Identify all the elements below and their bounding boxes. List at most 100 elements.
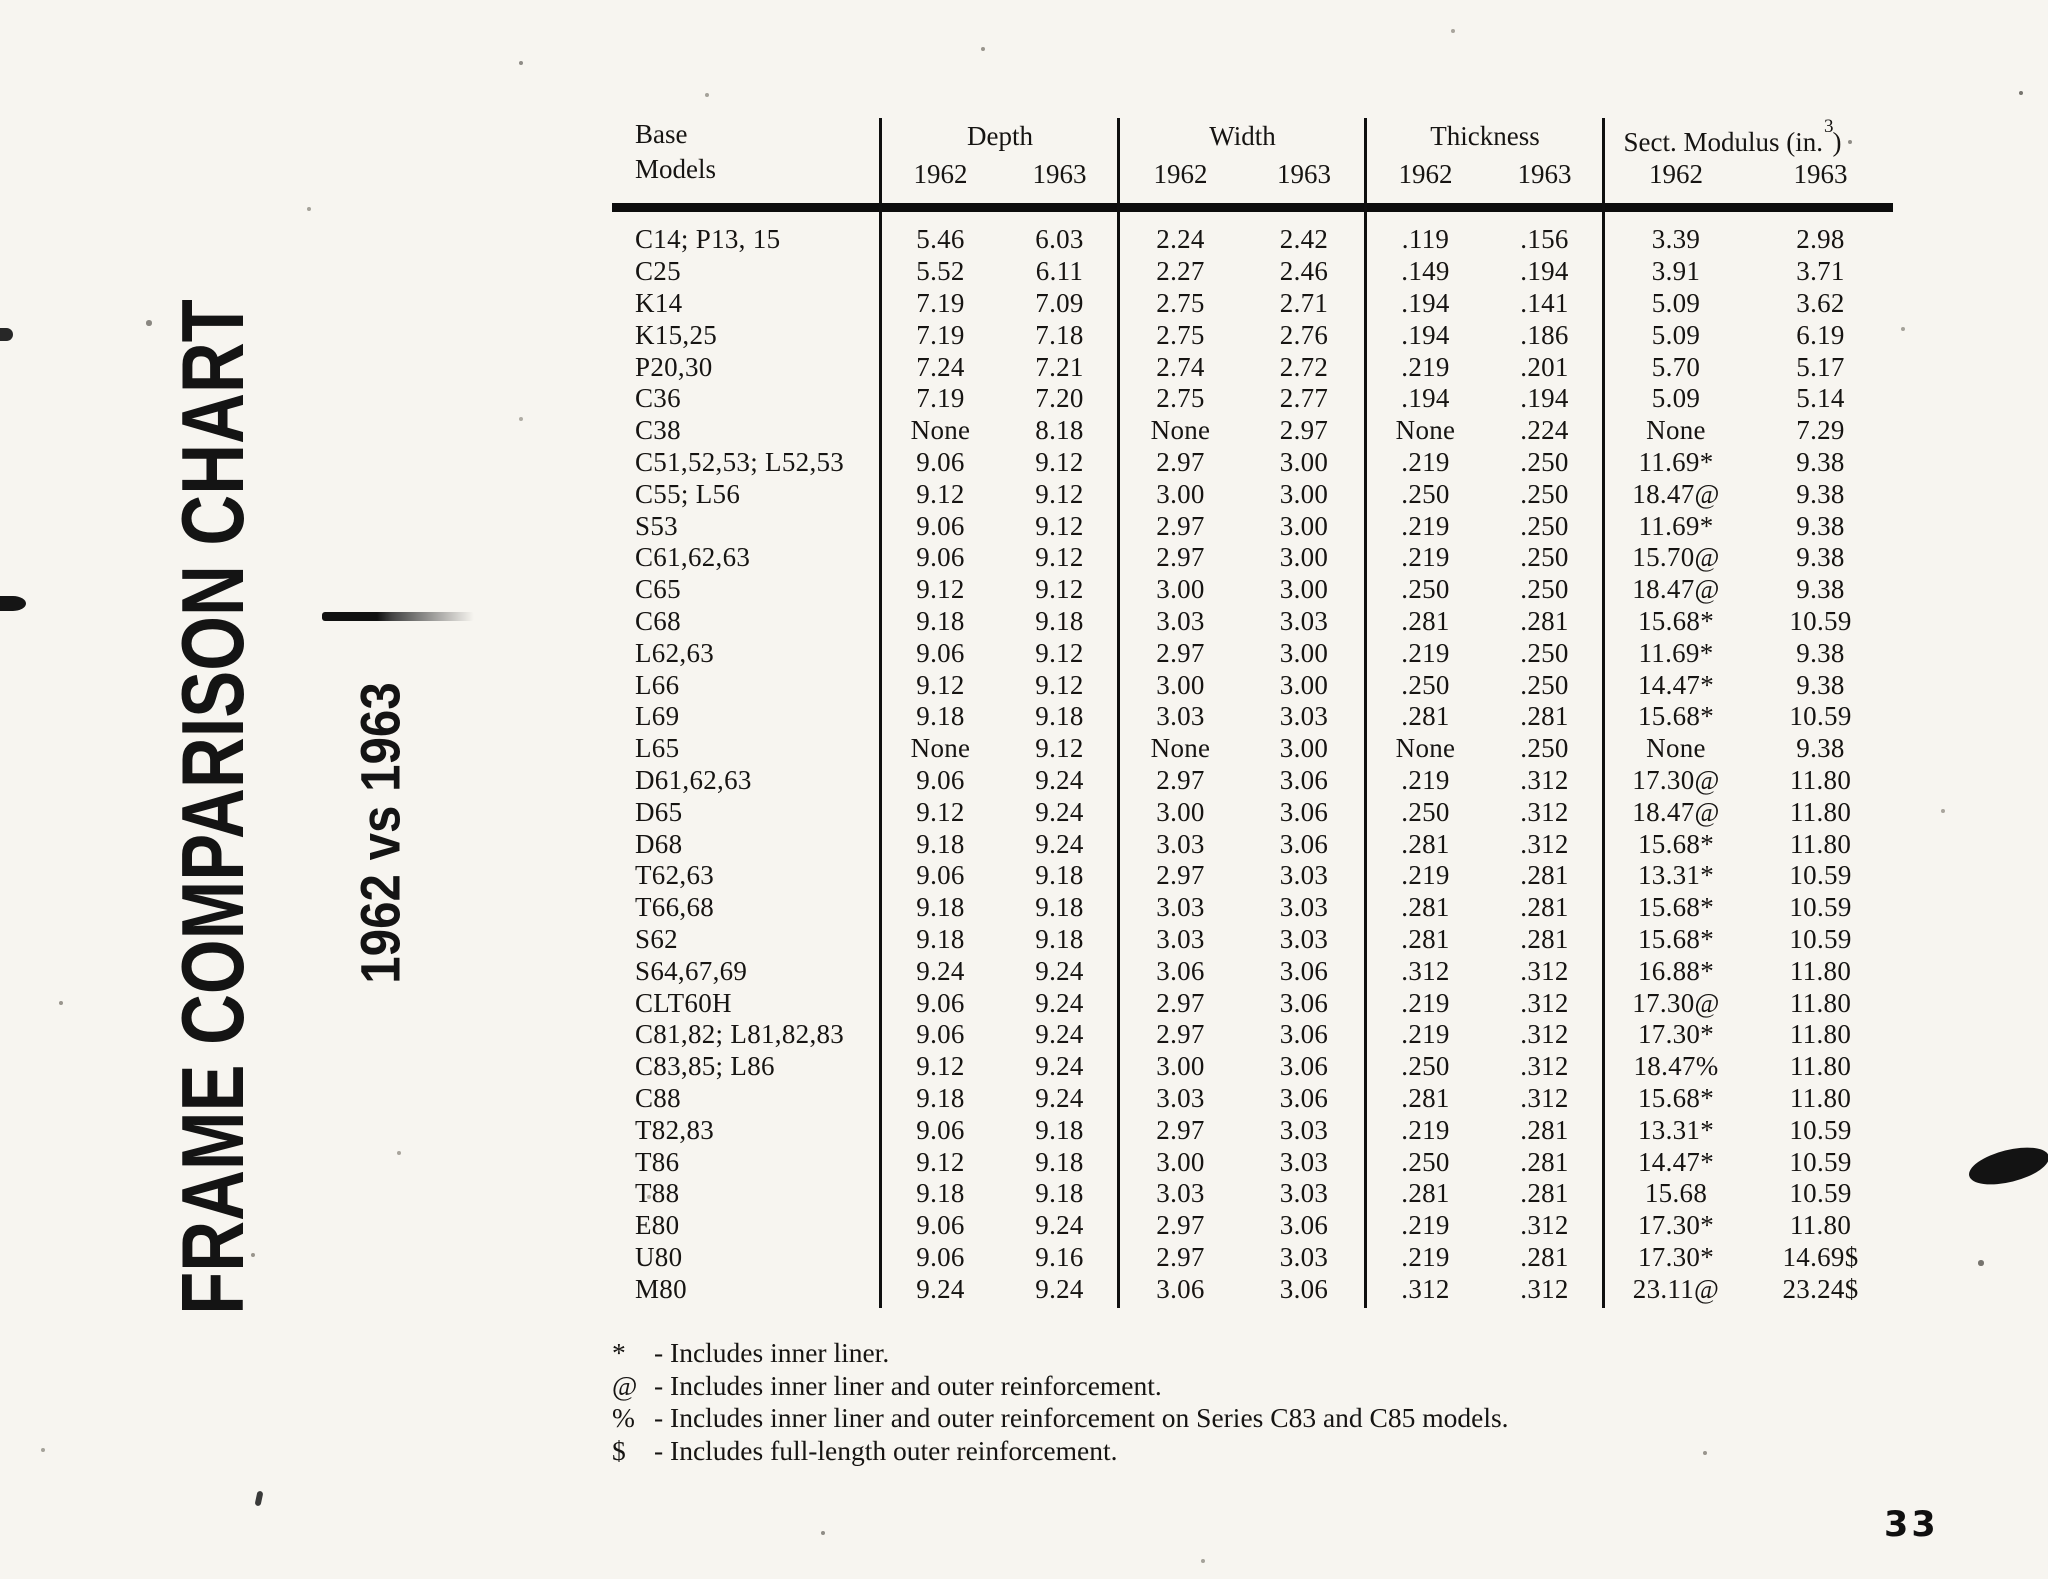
value-cell: .194 <box>1401 287 1450 318</box>
model-cell: K14 <box>635 287 683 318</box>
value-cell: 3.06 <box>1279 1082 1329 1113</box>
model-cell: C68 <box>635 605 681 636</box>
value-cell: .250 <box>1401 478 1450 509</box>
table-row: S53 9.06 9.12 2.97 3.00 .219 .250 11.69* 9.38 <box>612 510 1893 542</box>
value-cell: None <box>910 415 971 446</box>
value-cell: .250 <box>1520 542 1569 573</box>
value-cell: 3.03 <box>1279 701 1329 732</box>
footnote-symbol: $ <box>612 1434 626 1466</box>
model-cell: C25 <box>635 256 681 287</box>
value-cell: 9.12 <box>916 478 965 509</box>
value-cell: 9.06 <box>916 542 965 573</box>
value-cell: 3.03 <box>1156 923 1205 954</box>
year-header: 1963 <box>1517 159 1572 189</box>
value-cell: 5.09 <box>1651 383 1701 414</box>
table-row: D65 9.12 9.24 3.00 3.06 .250 .312 18.47@ 11.80 <box>612 796 1893 828</box>
table-row: C88 9.18 9.24 3.03 3.06 .281 .312 15.68* 11.80 <box>612 1083 1893 1115</box>
value-cell: 9.06 <box>916 637 965 668</box>
value-cell: 3.03 <box>1279 923 1329 954</box>
value-cell: 3.39 <box>1651 224 1701 255</box>
value-cell: 6.03 <box>1035 224 1084 255</box>
value-cell: 18.47@ <box>1632 574 1720 605</box>
model-cell: C83,85; L86 <box>635 1051 775 1082</box>
value-cell: 9.38 <box>1796 510 1845 541</box>
value-cell: 11.80 <box>1789 764 1852 795</box>
model-cell: L62,63 <box>635 637 715 668</box>
value-cell: 7.20 <box>1035 383 1084 414</box>
value-cell: 14.47* <box>1637 1146 1715 1177</box>
value-cell: 9.12 <box>1035 446 1084 477</box>
value-cell: 3.00 <box>1156 796 1205 827</box>
value-cell: 17.30@ <box>1632 987 1720 1018</box>
value-cell: 7.19 <box>916 319 965 350</box>
value-cell: 9.12 <box>916 1051 965 1082</box>
table-row: C55; L56 9.12 9.12 3.00 3.00 .250 .250 18.47@ 9.… <box>612 478 1893 510</box>
value-cell: .281 <box>1401 1178 1450 1209</box>
model-cell: C36 <box>635 383 681 414</box>
value-cell: 16.88* <box>1637 955 1715 986</box>
value-cell: 3.06 <box>1279 1273 1329 1304</box>
value-cell: 9.12 <box>1035 669 1084 700</box>
value-cell: 3.06 <box>1279 1051 1329 1082</box>
value-cell: 9.12 <box>1035 733 1084 764</box>
value-cell: .312 <box>1520 764 1569 795</box>
value-cell: 9.18 <box>916 828 965 859</box>
value-cell: 9.24 <box>1035 1082 1084 1113</box>
value-cell: 3.03 <box>1156 892 1205 923</box>
footnote: @ - Includes inner liner and outer reinfo… <box>612 1370 1792 1403</box>
value-cell: 15.68* <box>1637 605 1715 636</box>
value-cell: 7.09 <box>1035 287 1084 318</box>
value-cell: 3.06 <box>1279 796 1329 827</box>
value-cell: 3.00 <box>1156 669 1205 700</box>
footnote-symbol: * <box>612 1337 626 1368</box>
value-cell: .250 <box>1401 669 1450 700</box>
value-cell: 2.74 <box>1156 351 1205 382</box>
scan-artifact-mark <box>254 1490 264 1507</box>
value-cell: 11.69* <box>1638 510 1714 541</box>
value-cell: 11.80 <box>1789 1051 1852 1082</box>
footnotes: * - Includes inner liner. @ - Includes inne… <box>612 1337 1792 1467</box>
value-cell: .250 <box>1520 446 1569 477</box>
table-row: C51,52,53; L52,53 9.06 9.12 2.97 3.00 .219 .25… <box>612 447 1893 479</box>
value-cell: 7.18 <box>1035 319 1084 350</box>
value-cell: 10.59 <box>1789 892 1852 923</box>
table-row: D61,62,63 9.06 9.24 2.97 3.06 .219 .312 17.30@ 1… <box>612 765 1893 797</box>
value-cell: 5.17 <box>1796 351 1845 382</box>
value-cell: 23.11@ <box>1632 1273 1720 1304</box>
value-cell: 2.77 <box>1279 383 1329 414</box>
model-cell: U80 <box>635 1241 683 1272</box>
value-cell: 10.59 <box>1789 1178 1852 1209</box>
table-row: K15,25 7.19 7.18 2.75 2.76 .194 .186 5.09 6.19 <box>612 319 1893 351</box>
value-cell: 9.18 <box>1035 1178 1084 1209</box>
value-cell: .250 <box>1401 1146 1450 1177</box>
value-cell: 8.18 <box>1035 415 1084 446</box>
value-cell: 3.03 <box>1279 605 1329 636</box>
year-header: 1963 <box>1032 159 1087 189</box>
value-cell: 3.06 <box>1156 1273 1205 1304</box>
value-cell: .312 <box>1520 1051 1569 1082</box>
value-cell: 3.03 <box>1279 860 1329 891</box>
value-cell: 9.06 <box>916 987 965 1018</box>
frame-comparison-table: Base Models Depth Width Thickness Sect. Mod… <box>612 115 1893 1308</box>
value-cell: 9.18 <box>916 605 965 636</box>
column-group-header: Thickness <box>1430 121 1540 151</box>
value-cell: 9.06 <box>916 446 965 477</box>
value-cell: 3.06 <box>1279 1019 1329 1050</box>
year-header: 1962 <box>913 159 968 189</box>
value-cell: .194 <box>1401 319 1450 350</box>
value-cell: 2.71 <box>1279 287 1329 318</box>
value-cell: .281 <box>1401 923 1450 954</box>
value-cell: .201 <box>1520 351 1569 382</box>
value-cell: 5.52 <box>916 256 965 287</box>
value-cell: 2.97 <box>1156 637 1205 668</box>
value-cell: 9.24 <box>1035 955 1084 986</box>
value-cell: 11.69* <box>1638 637 1714 668</box>
value-cell: None <box>1395 415 1456 446</box>
year-header: 1962 <box>1153 159 1208 189</box>
value-cell: 15.68* <box>1637 892 1715 923</box>
value-cell: 9.38 <box>1796 478 1845 509</box>
value-cell: .281 <box>1520 701 1569 732</box>
value-cell: 6.11 <box>1035 256 1084 287</box>
model-cell: T82,83 <box>635 1114 715 1145</box>
value-cell: 3.00 <box>1279 574 1329 605</box>
